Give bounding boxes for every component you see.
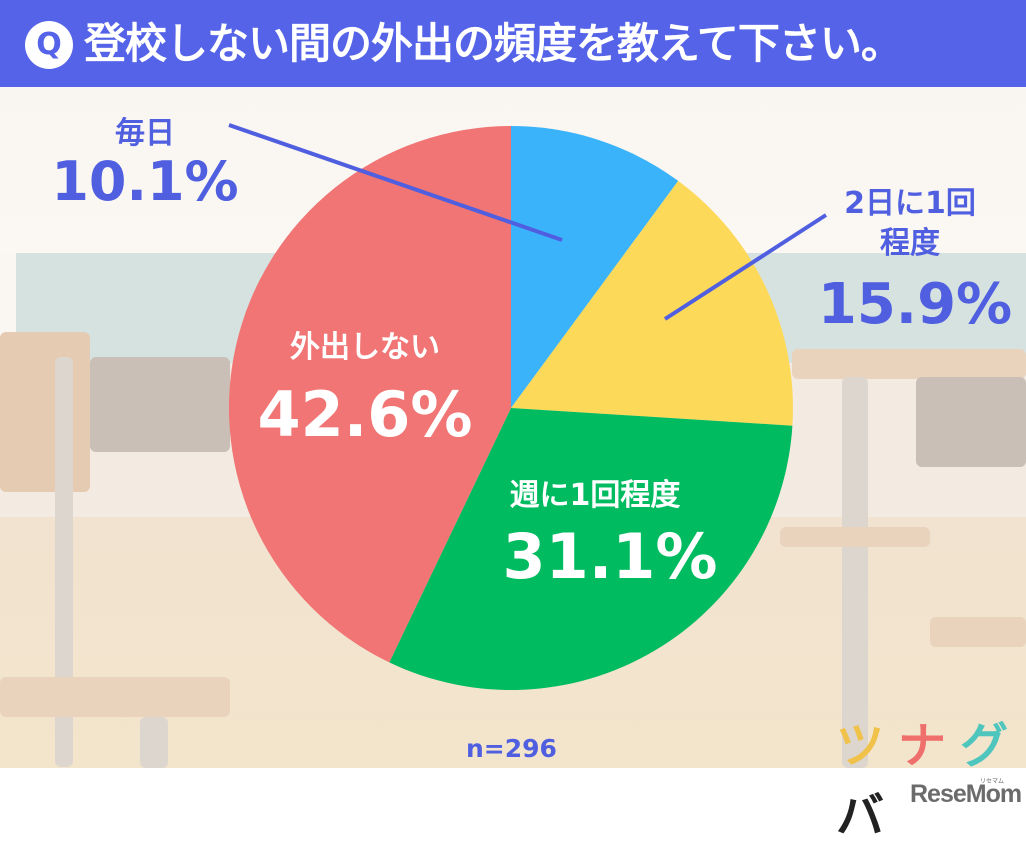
slice-gaishutsu-shinai[interactable] xyxy=(228,125,512,663)
chair-leg xyxy=(55,357,73,767)
desk-drawer-right xyxy=(916,377,1026,467)
slice-mainichi[interactable] xyxy=(511,126,679,408)
desk-leg-right xyxy=(842,377,868,768)
tsunagu-char-2: ナ xyxy=(898,718,961,774)
desk-front-right xyxy=(930,617,1026,647)
slice-shuu-ni-ikkai[interactable] xyxy=(389,408,793,690)
chart-header: Q 登校しない間の外出の頻度を教えて下さい。 xyxy=(0,0,1026,87)
resemom-ruby: リセマム xyxy=(980,778,1005,785)
leader-line-futsuka xyxy=(663,213,828,321)
chair-post xyxy=(140,717,168,768)
tsunagu-char-4: バ xyxy=(836,788,899,844)
chair-back xyxy=(0,332,90,492)
desk-top-right xyxy=(792,349,1026,379)
chart-title: 登校しない間の外出の頻度を教えて下さい。 xyxy=(84,19,903,68)
label-futsuka-name-line2: 程度 xyxy=(880,226,940,261)
label-mainichi-name: 毎日 xyxy=(115,116,175,151)
label-shuu-name: 週に1回程度 xyxy=(509,478,681,513)
desk-left xyxy=(90,357,230,452)
tsunagu-char-3: グ xyxy=(960,718,1023,774)
label-gaishutsu-value: 42.6% xyxy=(257,378,473,451)
label-futsuka-name-line1: 2日に1回 xyxy=(844,186,976,221)
sample-size: n=296 xyxy=(466,734,557,763)
label-futsuka-value: 15.9% xyxy=(817,272,1013,337)
resemom-logo: ReseMom xyxy=(910,780,1022,808)
slice-futsuka-ni-ikkai[interactable] xyxy=(511,180,793,426)
chair-seat-right xyxy=(780,527,930,547)
label-gaishutsu-name: 外出しない xyxy=(290,330,440,365)
chair-seat xyxy=(0,677,230,717)
label-shuu-value: 31.1% xyxy=(502,520,718,593)
question-badge: Q xyxy=(25,21,73,69)
label-mainichi-value: 10.1% xyxy=(51,150,239,213)
leader-line-mainichi xyxy=(228,123,563,242)
pie-chart xyxy=(228,123,828,690)
tsunagu-char-1: ツ xyxy=(836,718,899,774)
